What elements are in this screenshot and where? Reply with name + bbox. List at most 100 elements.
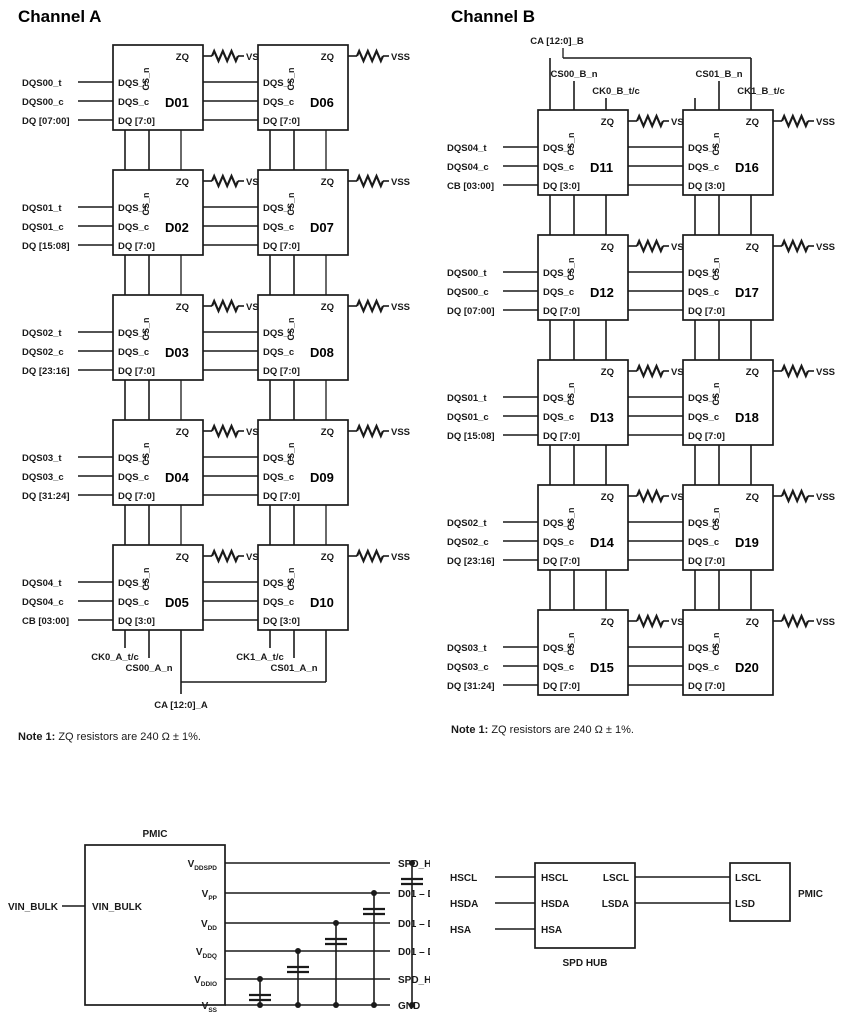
device-designator: D10 [310,595,334,610]
device-designator: D05 [165,595,189,610]
zq-resistor [355,423,385,439]
vss-label: VSS [816,367,835,378]
signal-label-dq: DQ [31:24] [22,491,70,502]
device-designator: D17 [735,285,759,300]
device-box [537,109,629,196]
pmic-pin-main: V [202,889,209,900]
channel-a-note: Note 1: ZQ resistors are 240 Ω ± 1%. [18,731,201,743]
device-designator: D20 [735,660,759,675]
power-net-label: D01 – D20 [398,889,430,900]
host-signal-label: HSDA [450,899,478,910]
pmic-pin-label: VDDIO [194,975,217,988]
vss-label: VSS [391,52,410,63]
pmic-pin-label: VPP [202,889,218,902]
pin-dqs-c: DQS_c [118,347,149,358]
zq-pin-label: ZQ [746,242,759,253]
vss-label: VSS [671,367,690,378]
vss-label: VSS [816,117,835,128]
signal-label-dq: DQ [31:24] [447,681,495,692]
device-box [112,169,204,256]
pmic-pin-label: VSS [202,1001,218,1014]
pin-dqs-t: DQS_t [118,578,148,589]
pmic-pin-main: V [202,1001,209,1012]
channel-b-note-bold: Note 1: [451,724,488,736]
pin-dqs-t: DQS_t [688,643,718,654]
vss-label: VSS [671,242,690,253]
pin-dqs-t: DQS_t [263,578,293,589]
pmic-pin-main: V [201,919,208,930]
device-box [537,484,629,571]
pin-dqs-t: DQS_t [263,328,293,339]
junction-dot [257,1002,263,1008]
cs-n-pin-label: CS_n [711,257,721,280]
hub-right-pin-label: LSDA [602,899,629,910]
vss-label: VSS [671,492,690,503]
device-box [112,294,204,381]
device-designator: D04 [165,470,190,485]
signal-label-dqs-c: DQS04_c [22,597,64,608]
channel-b-schematic: Channel B CA [12:0]_B CS00_B_n CK0_B_t/c CS0… [447,7,835,736]
pin-dqs-t: DQS_t [263,203,293,214]
pin-dqs-t: DQS_t [543,393,573,404]
channel-a-note-text: ZQ resistors are 240 Ω ± 1%. [55,731,201,743]
pin-dq: DQ [7:0] [543,306,580,317]
vss-label: VSS [816,617,835,628]
signal-label-dqs-c: DQS00_c [447,287,489,298]
pin-dq: DQ [7:0] [118,116,155,127]
signal-label-dqs-c: DQS01_c [447,412,489,423]
pin-dqs-c: DQS_c [688,537,719,548]
cs-n-pin-label: CS_n [141,442,151,465]
signal-label-dqs-t: DQS02_t [447,518,487,529]
pin-dq: DQ [7:0] [263,366,300,377]
pin-dqs-t: DQS_t [118,328,148,339]
zq-pin-label: ZQ [746,492,759,503]
signal-label-dq: DQ [15:08] [447,431,495,442]
device-box [682,484,774,571]
pin-dqs-c: DQS_c [263,472,294,483]
pmic-pin-main: V [196,947,203,958]
device-designator: D01 [165,95,189,110]
signal-label-dq: DQ [07:00] [447,306,495,317]
cs-n-pin-label: CS_n [141,317,151,340]
pmic-title: PMIC [143,829,168,840]
signal-label-dqs-c: DQS03_c [22,472,64,483]
device-designator: D09 [310,470,334,485]
cs-n-pin-label: CS_n [566,382,576,405]
cs-n-pin-label: CS_n [286,442,296,465]
pin-dqs-c: DQS_c [543,162,574,173]
pin-dqs-c: DQS_c [543,537,574,548]
pin-dq: DQ [7:0] [688,431,725,442]
signal-label-dq: DQ [07:00] [22,116,70,127]
cs-n-pin-label: CS_n [286,192,296,215]
pmic-pin-label: VDDSPD [188,859,218,872]
signal-label-dq: CB [03:00] [22,616,69,627]
cs-n-pin-label: CS_n [711,632,721,655]
device-designator: D18 [735,410,759,425]
pin-dqs-c: DQS_c [543,662,574,673]
zq-resistor [780,363,810,379]
zq-resistor [635,113,665,129]
junction-dot [371,890,377,896]
vss-label: VSS [816,242,835,253]
pmic-pin-sub: DDSPD [194,865,217,872]
zq-resistor [210,298,240,314]
device-box [112,419,204,506]
pin-dq: DQ [3:0] [543,181,580,192]
signal-label-dqs-t: DQS03_t [447,643,487,654]
hub-left-pin-label: HSCL [541,873,568,884]
cs-n-pin-label: CS_n [286,317,296,340]
junction-dot [295,1002,301,1008]
cs-n-pin-label: CS_n [286,67,296,90]
signal-label-dq: DQ [23:16] [447,556,495,567]
zq-resistor [780,488,810,504]
pmic-pin-sub: DDIO [201,981,217,988]
channel-b-note-text: ZQ resistors are 240 Ω ± 1%. [488,724,634,736]
spd-hub-title: SPD HUB [562,958,607,969]
zq-resistor [210,173,240,189]
device-designator: D06 [310,95,334,110]
signal-label-dqs-c: DQS02_c [447,537,489,548]
cs-n-pin-label: CS_n [141,567,151,590]
pin-dqs-t: DQS_t [543,643,573,654]
zq-pin-label: ZQ [176,552,189,563]
